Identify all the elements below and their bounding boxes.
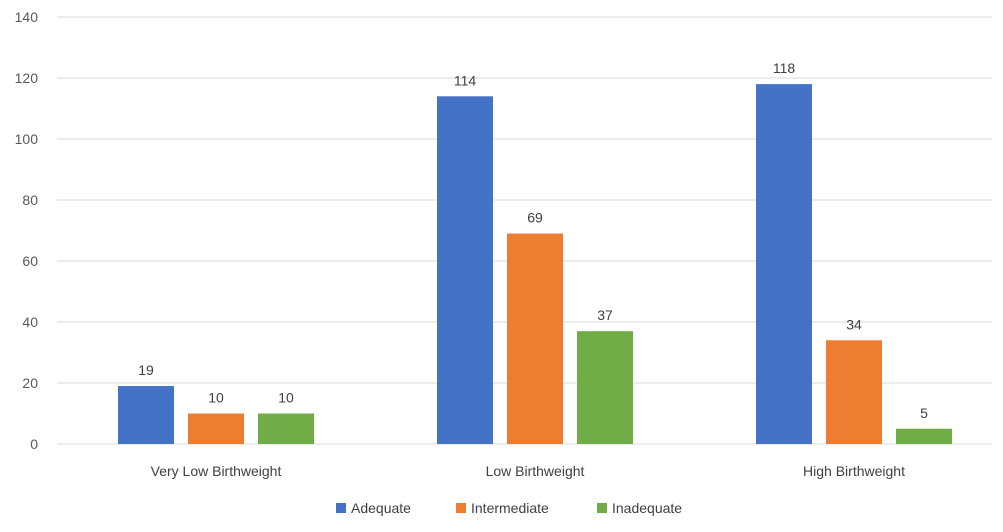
y-tick-label: 20 xyxy=(22,375,38,391)
data-labels: 19 10 10 114 69 37 118 34 5 xyxy=(138,60,928,421)
y-tick-label: 100 xyxy=(15,131,39,147)
legend-label: Adequate xyxy=(351,500,411,516)
legend: Adequate Intermediate Inadequate xyxy=(336,500,682,516)
bar-inadequate-1 xyxy=(577,331,633,444)
bar-intermediate-1 xyxy=(507,233,563,444)
bar-adequate-0 xyxy=(118,386,174,444)
x-axis-categories: Very Low Birthweight Low Birthweight High … xyxy=(151,463,905,479)
data-label: 10 xyxy=(208,390,224,406)
bar-adequate-2 xyxy=(756,84,812,444)
category-label: High Birthweight xyxy=(803,463,905,479)
y-tick-label: 60 xyxy=(22,253,38,269)
legend-swatch-inadequate xyxy=(597,503,607,513)
data-label: 10 xyxy=(278,390,294,406)
bars xyxy=(118,84,952,445)
bar-inadequate-0 xyxy=(258,413,314,444)
data-label: 19 xyxy=(138,362,154,378)
bar-intermediate-0 xyxy=(188,413,244,444)
legend-label: Inadequate xyxy=(612,500,682,516)
y-tick-label: 0 xyxy=(30,436,38,452)
data-label: 5 xyxy=(920,405,928,421)
y-tick-label: 120 xyxy=(15,70,39,86)
legend-swatch-intermediate xyxy=(456,503,466,513)
data-label: 114 xyxy=(454,72,477,88)
data-label: 37 xyxy=(597,307,613,323)
category-label: Low Birthweight xyxy=(486,463,585,479)
bar-inadequate-2 xyxy=(896,428,952,444)
data-label: 118 xyxy=(773,60,796,76)
y-tick-label: 40 xyxy=(22,314,38,330)
bar-intermediate-2 xyxy=(826,340,882,444)
legend-swatch-adequate xyxy=(336,503,346,513)
y-axis-ticks: 0 20 40 60 80 100 120 140 xyxy=(15,9,39,452)
bar-adequate-1 xyxy=(437,96,493,445)
legend-label: Intermediate xyxy=(471,500,549,516)
data-label: 34 xyxy=(846,316,862,332)
y-tick-label: 80 xyxy=(22,192,38,208)
data-label: 69 xyxy=(527,210,543,226)
category-label: Very Low Birthweight xyxy=(151,463,282,479)
y-tick-label: 140 xyxy=(15,9,39,25)
